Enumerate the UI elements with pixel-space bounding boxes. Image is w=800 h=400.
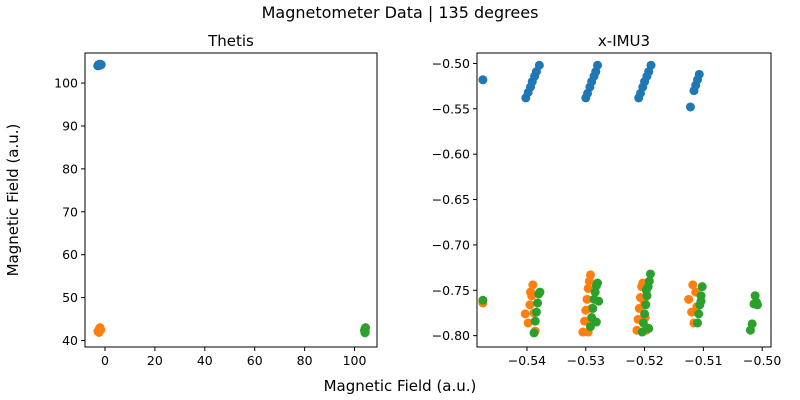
y-tick-label: −0.70 [432, 237, 470, 252]
scatter-point-series-2 [533, 298, 543, 308]
figure-x-axis-label: Magnetic Field (a.u.) [324, 377, 477, 395]
scatter-point-series-2 [697, 282, 707, 292]
y-tick-label: 40 [62, 333, 78, 348]
x-tick-label: 20 [147, 353, 163, 368]
x-tick-label: 60 [247, 353, 263, 368]
axes-frame [84, 52, 378, 348]
thetis-scatter-panel: Thetis 0 20 40 60 80 100 40 50 60 70 80 90 100 [54, 32, 378, 368]
scatter-point-series-2 [478, 295, 488, 305]
scatter-point-series-0 [478, 75, 488, 85]
x-tick-label: −0.52 [625, 353, 663, 368]
y-tick-label: −0.80 [432, 328, 470, 343]
scatter-point-series-0 [685, 102, 695, 112]
scatter-point-series-1 [94, 327, 104, 337]
scatter-point-series-2 [591, 317, 601, 327]
scatter-point-series-2 [530, 316, 540, 326]
scatter-point-series-2 [644, 276, 654, 286]
scatter-point-series-1 [585, 270, 595, 280]
x-tick-label: 80 [297, 353, 313, 368]
x-tick-label: −0.53 [567, 353, 605, 368]
scatter-point-series-1 [520, 309, 530, 319]
scatter-point-series-1 [528, 280, 538, 290]
figure-y-axis-label: Magnetic Field (a.u.) [4, 124, 22, 277]
y-tick-label: −0.55 [432, 101, 470, 116]
axes-title: Thetis [207, 32, 254, 50]
y-tick-label: −0.60 [432, 147, 470, 162]
y-tick-label: 50 [62, 290, 78, 305]
x-tick-label: 100 [343, 353, 367, 368]
y-tick-label: −0.50 [432, 56, 470, 71]
x-tick-label: 0 [101, 353, 109, 368]
scatter-point-series-2 [641, 285, 651, 295]
scatter-point-series-0 [694, 69, 704, 79]
scatter-point-series-1 [684, 294, 694, 304]
x-tick-label: −0.54 [508, 353, 546, 368]
scatter-point-series-2 [693, 318, 702, 328]
scatter-point-series-1 [523, 318, 533, 328]
x-tick-label: −0.51 [684, 353, 722, 368]
x-tick-label: 40 [197, 353, 213, 368]
scatter-point-series-0 [96, 60, 106, 70]
scatter-point-series-2 [360, 324, 370, 334]
scatter-point-series-2 [529, 328, 539, 338]
scatter-point-series-2 [645, 269, 655, 279]
figure-suptitle: Magnetometer Data | 135 degrees [262, 3, 539, 22]
axes-title: x-IMU3 [598, 32, 650, 50]
y-tick-label: 100 [54, 76, 78, 91]
scatter-point-series-0 [646, 60, 656, 70]
scatter-point-series-1 [688, 280, 698, 290]
y-tick-label: −0.75 [432, 283, 470, 298]
scatter-point-series-1 [583, 283, 593, 293]
scatter-point-series-1 [525, 300, 535, 310]
y-tick-label: −0.65 [432, 192, 470, 207]
scatter-point-series-0 [534, 60, 544, 70]
scatter-point-series-2 [752, 300, 762, 310]
scatter-point-series-0 [593, 60, 603, 70]
scatter-point-series-2 [593, 278, 603, 288]
scatter-point-series-2 [531, 307, 541, 317]
y-tick-label: 60 [62, 247, 78, 262]
scatter-point-series-2 [644, 323, 654, 333]
y-tick-label: 80 [62, 161, 78, 176]
scatter-point-series-2 [696, 296, 706, 306]
scatter-point-series-2 [594, 296, 604, 306]
scatter-point-series-2 [640, 309, 650, 319]
scatter-point-series-2 [641, 300, 651, 310]
scatter-point-series-2 [535, 287, 545, 297]
scatter-point-series-2 [747, 319, 757, 329]
x-tick-label: −0.50 [743, 353, 781, 368]
scatter-point-series-1 [582, 294, 592, 304]
y-tick-label: 70 [62, 204, 78, 219]
scatter-point-series-2 [588, 303, 598, 313]
ximu3-scatter-panel: x-IMU3 −0.54 −0.53 −0.52 −0.51 −0.50 −0.80 −0.7… [432, 32, 782, 368]
y-tick-label: 90 [62, 118, 78, 133]
scatter-point-series-1 [526, 287, 536, 297]
scatter-point-series-2 [694, 309, 704, 319]
